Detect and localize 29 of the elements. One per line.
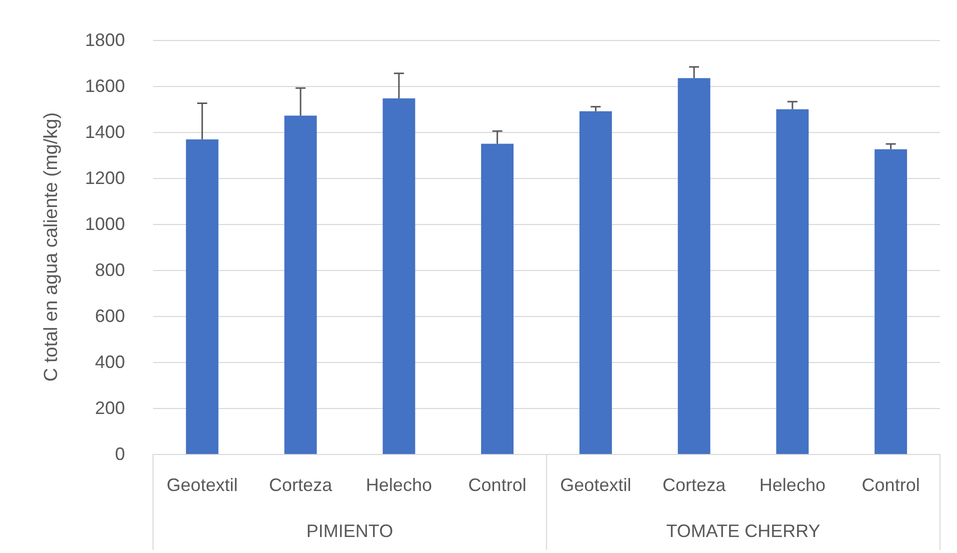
x-tick-label: Geotextil: [166, 475, 238, 495]
x-tick-label: Helecho: [366, 475, 432, 495]
bar: [284, 116, 317, 454]
x-tick-label: Geotextil: [560, 475, 632, 495]
y-tick-label: 600: [94, 306, 125, 326]
text: PIMIENTO: [306, 521, 394, 541]
bar: [382, 98, 416, 454]
x-tick-label: Helecho: [759, 475, 826, 495]
y-tick-label: 400: [94, 352, 125, 372]
bar: [186, 139, 218, 454]
bar: [678, 78, 710, 454]
bar: [776, 109, 809, 454]
bar: [579, 111, 612, 454]
bar: [481, 144, 514, 454]
y-tick-label: 1400: [84, 122, 125, 142]
bar: [874, 149, 908, 454]
y-tick-label: 1000: [84, 214, 125, 234]
y-axis-title: C total en agua caliente (mg/kg): [41, 112, 62, 382]
y-tick-label: 1800: [84, 30, 125, 50]
text: TOMATE CHERRY: [666, 521, 820, 541]
y-tick-label: 200: [94, 398, 125, 418]
x-tick-label: Control: [468, 475, 526, 495]
y-tick-label: 1200: [84, 168, 125, 188]
x-tick-label: Corteza: [662, 475, 727, 495]
x-tick-label: Corteza: [269, 475, 334, 495]
y-tick-label: 0: [114, 444, 125, 464]
y-tick-label: 1600: [84, 76, 125, 96]
y-tick-label: 800: [94, 260, 125, 280]
x-tick-label: Control: [862, 475, 920, 495]
